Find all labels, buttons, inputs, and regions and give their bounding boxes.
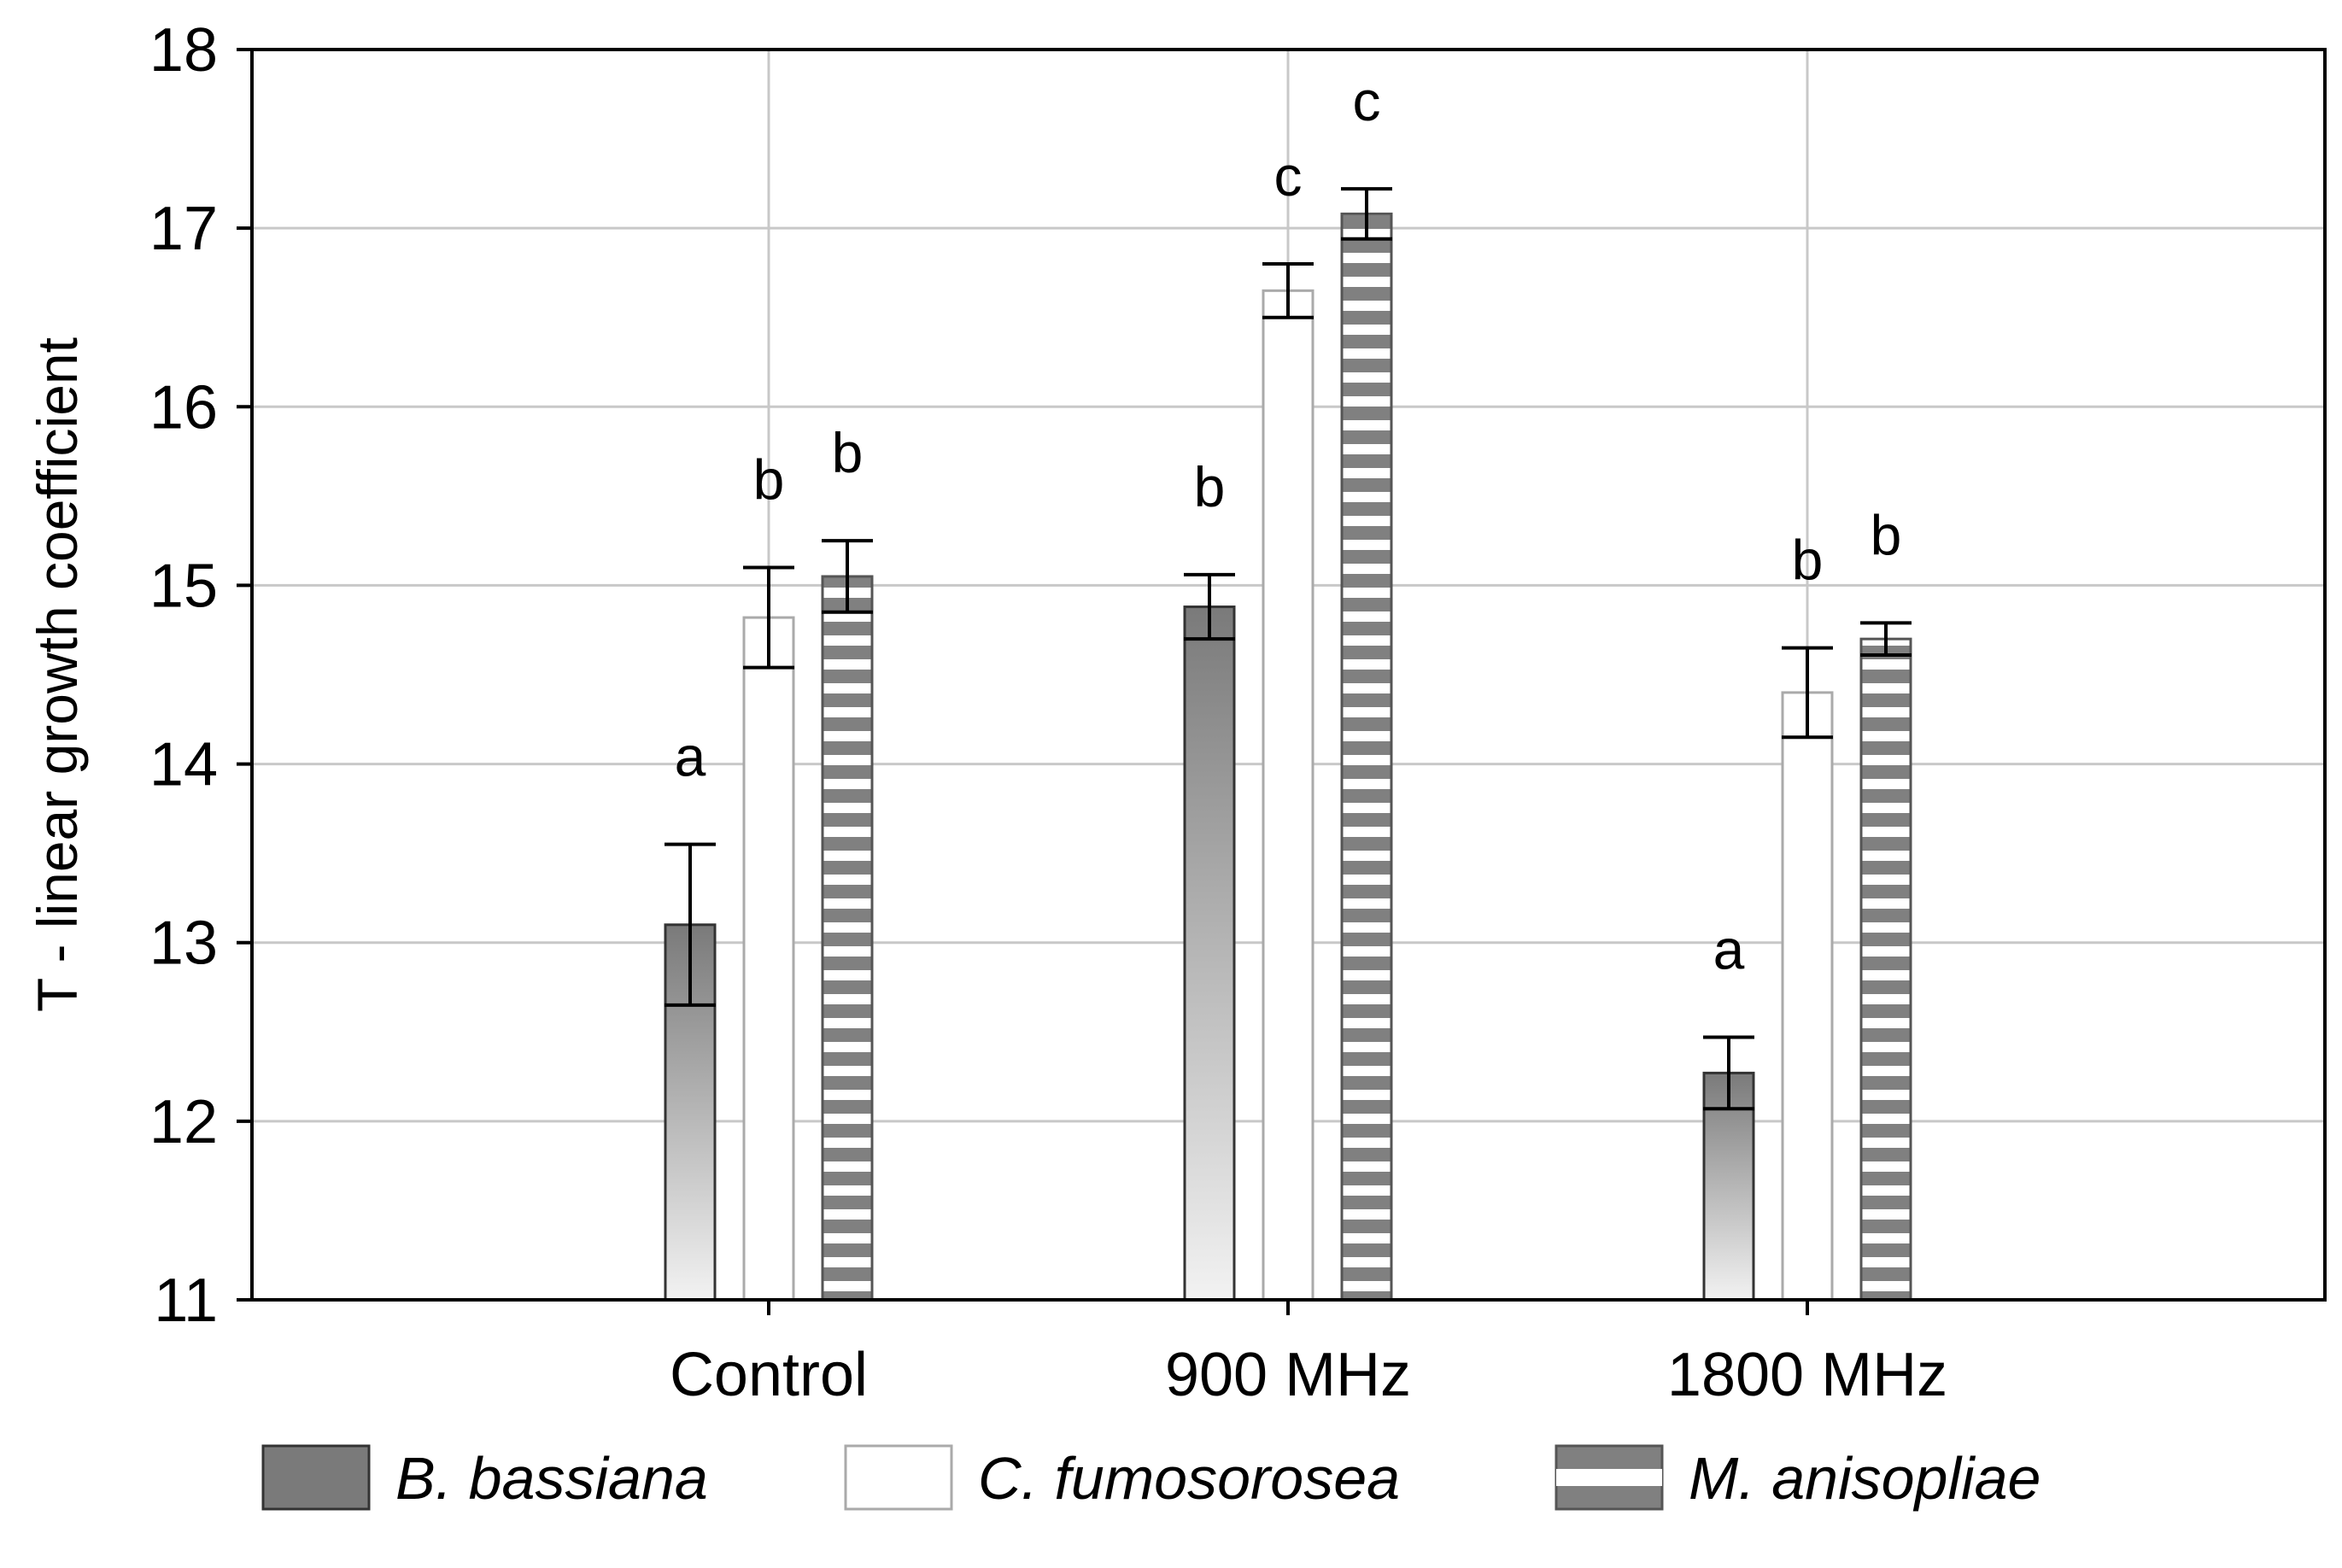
bar xyxy=(821,575,874,1302)
error-bar xyxy=(822,539,873,614)
x-category-label: 900 MHz xyxy=(1165,1341,1411,1409)
y-tick-label: 13 xyxy=(149,910,218,978)
bar xyxy=(1183,606,1236,1302)
y-axis-label: T - linear growth coefficient xyxy=(26,337,89,1012)
y-tick-label: 17 xyxy=(149,195,218,263)
significance-letter: b xyxy=(1871,503,1902,566)
legend-swatch xyxy=(261,1444,371,1511)
error-bars xyxy=(665,187,1912,1111)
bars xyxy=(664,212,1912,1302)
x-category-label: Control xyxy=(670,1341,868,1409)
error-bar xyxy=(1860,621,1912,657)
significance-letter: b xyxy=(1194,455,1226,518)
significance-letter: c xyxy=(1274,144,1303,208)
legend-label: B. bassiana xyxy=(395,1445,708,1512)
significance-letter: c xyxy=(1353,69,1381,132)
significance-letter: b xyxy=(1792,529,1824,592)
error-bar xyxy=(1341,187,1392,241)
bar xyxy=(742,616,795,1302)
significance-letter: a xyxy=(675,725,706,788)
bar xyxy=(1262,289,1314,1302)
bar xyxy=(1859,637,1912,1302)
x-category-label: 1800 MHz xyxy=(1667,1341,1947,1409)
error-bar xyxy=(665,842,716,1007)
significance-letter: b xyxy=(832,421,864,484)
y-tick-label: 12 xyxy=(149,1088,218,1156)
legend-item: B. bassiana xyxy=(261,1444,708,1512)
legend-item: M. anisopliae xyxy=(1555,1444,2040,1512)
y-tick-label: 18 xyxy=(149,16,218,85)
significance-letter: b xyxy=(753,448,785,512)
bar xyxy=(1340,212,1393,1302)
y-tick-label: 16 xyxy=(149,373,218,442)
error-bar xyxy=(1262,261,1314,319)
error-bar xyxy=(1703,1035,1754,1111)
legend-label: C. fumosorosea xyxy=(978,1445,1400,1512)
legend: B. bassiana C. fumosorosea M. anisopliae xyxy=(261,1444,2040,1512)
error-bar xyxy=(743,565,794,670)
bar xyxy=(1781,691,1834,1302)
legend-label: M. anisopliae xyxy=(1689,1445,2040,1512)
legend-item: C. fumosorosea xyxy=(844,1444,1400,1512)
error-bar xyxy=(1782,646,1833,740)
y-tick-label: 11 xyxy=(154,1267,218,1335)
error-bar xyxy=(1184,572,1235,641)
legend-swatch xyxy=(844,1444,953,1511)
y-axis-ticks: 11 12 13 14 15 16 17 18 xyxy=(149,16,252,1335)
x-axis-categories: Control 900 MHz 1800 MHz xyxy=(670,1300,1947,1409)
significance-letter: a xyxy=(1713,918,1745,981)
y-tick-label: 15 xyxy=(149,552,218,620)
y-tick-label: 14 xyxy=(149,731,218,799)
